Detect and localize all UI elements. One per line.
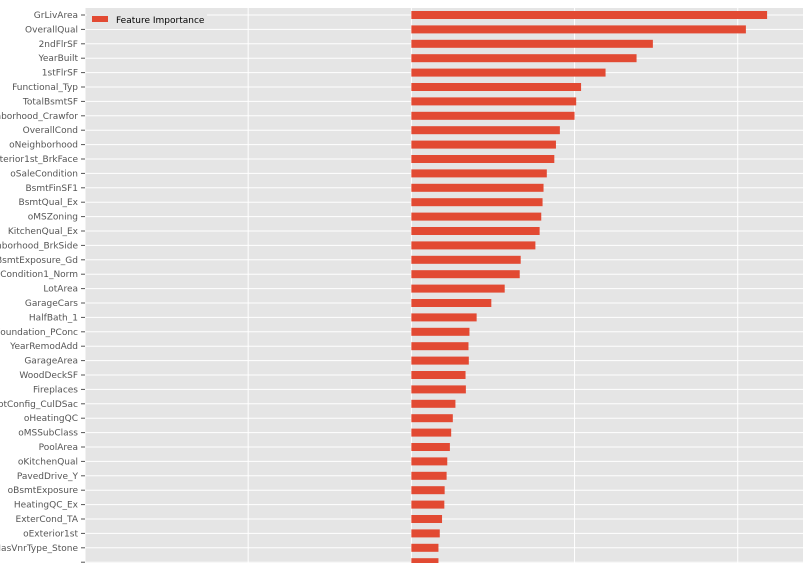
bar-unlabeled <box>411 558 439 563</box>
bar-oMSZoning <box>411 212 542 221</box>
bar-oMSSubClass <box>411 428 452 437</box>
y-tick-label: Foundation_PConc <box>0 328 78 338</box>
bar-Functional_Typ <box>411 83 582 91</box>
y-tick-label: oNeighborhood <box>9 141 78 151</box>
bar-oKitchenQual <box>411 457 448 466</box>
y-tick-label: OverallQual <box>25 25 78 35</box>
y-tick-label: LotConfig_CulDSac <box>0 400 78 410</box>
bar-LotArea <box>411 284 505 293</box>
y-tick-label: Fireplaces <box>33 385 78 395</box>
bar-HalfBath_1 <box>411 313 477 322</box>
bar-YearRemodAdd <box>411 342 469 351</box>
y-tick-label: BsmtFinSF1 <box>25 184 78 194</box>
bar-2ndFlrSF <box>411 39 653 48</box>
y-tick-label: GarageCars <box>25 299 78 309</box>
bar-HeatingQC_Ex <box>411 500 445 509</box>
bar-BsmtQual_Ex <box>411 198 543 207</box>
y-tick-label: MasVnrType_Stone <box>0 544 78 554</box>
y-tick-label: oKitchenQual <box>18 457 78 467</box>
legend-label: Feature Importance <box>116 16 205 26</box>
bar-WoodDeckSF <box>411 371 466 379</box>
y-tick-labels: GrLivArea OverallQual 2ndFlrSF YearBuilt 1st… <box>0 11 85 563</box>
y-tick-label: TotalBsmtSF <box>22 97 78 107</box>
bar-BsmtExposure_Gd <box>411 255 521 264</box>
bar-BsmtFinSF1 <box>411 183 544 192</box>
bar-OverallCond <box>411 126 560 135</box>
bar-OverallQual <box>411 25 746 34</box>
y-tick-label: 2ndFlrSF <box>39 40 78 50</box>
bar-ExterCond_TA <box>411 515 443 523</box>
y-tick-label: PoolArea <box>39 443 78 453</box>
bar-xterior1st_BrkFace <box>411 155 555 163</box>
y-tick-label: HeatingQC_Ex <box>14 501 79 511</box>
bar-oSaleCondition <box>411 169 547 178</box>
bar-hborhood_BrkSide <box>411 241 536 250</box>
bar-hborhood_Crawfor <box>411 111 575 120</box>
y-tick-label: YearBuilt <box>38 54 79 64</box>
bar-Fireplaces <box>411 385 466 394</box>
bar-Condition1_Norm <box>411 270 520 279</box>
bar-GarageCars <box>411 299 492 307</box>
legend-box <box>87 11 207 29</box>
bar-TotalBsmtSF <box>411 97 577 106</box>
bar-KitchenQual_Ex <box>411 227 540 235</box>
y-tick-label: KitchenQual_Ex <box>8 227 79 237</box>
y-tick-label: oMSSubClass <box>18 429 78 439</box>
legend: Feature Importance <box>87 11 207 29</box>
y-tick-label: oExterior1st <box>23 529 78 539</box>
y-tick-label: PavedDrive_Y <box>17 472 79 482</box>
y-tick-label: LotArea <box>43 285 78 295</box>
bar-GarageArea <box>411 356 469 365</box>
bars-group <box>411 11 768 563</box>
y-tick-label: hborhood_BrkSide <box>0 241 78 251</box>
y-tick-label: HalfBath_1 <box>29 313 78 323</box>
bar-1stFlrSF <box>411 68 606 77</box>
y-tick-label: WoodDeckSF <box>19 371 78 381</box>
legend-swatch <box>92 16 108 22</box>
y-tick-label: BsmtExposure_Gd <box>0 256 78 266</box>
y-tick-label: hborhood_Crawfor <box>0 112 78 122</box>
y-tick-label: oHeatingQC <box>24 414 78 424</box>
y-tick-label: OverallCond <box>23 126 78 136</box>
y-tick-label: oBsmtExposure <box>8 486 79 496</box>
bar-Foundation_PConc <box>411 327 470 336</box>
bar-MasVnrType_Stone <box>411 543 439 552</box>
y-tick-label: GrLivArea <box>34 11 78 21</box>
bar-YearBuilt <box>411 54 637 63</box>
y-tick-label: oSaleCondition <box>10 169 78 179</box>
y-tick-label: BsmtQual_Ex <box>19 198 79 208</box>
bar-LotConfig_CulDSac <box>411 399 456 408</box>
y-tick-label: oMSZoning <box>28 213 78 223</box>
y-tick-label: Condition1_Norm <box>0 270 78 280</box>
bar-PoolArea <box>411 443 450 451</box>
bar-GrLivArea <box>411 11 768 19</box>
y-tick-label: GarageArea <box>24 357 78 367</box>
y-tick-label: ExterCond_TA <box>16 515 79 525</box>
bar-oNeighborhood <box>411 140 556 149</box>
y-tick-label: xterior1st_BrkFace <box>0 155 78 165</box>
bar-oHeatingQC <box>411 414 453 423</box>
y-tick-label: Functional_Typ <box>12 83 78 93</box>
bar-oBsmtExposure <box>411 486 445 495</box>
y-tick-label: YearRemodAdd <box>9 342 78 352</box>
bar-PavedDrive_Y <box>411 471 447 480</box>
bar-oExterior1st <box>411 529 440 538</box>
y-tick-label: 1stFlrSF <box>42 69 78 79</box>
